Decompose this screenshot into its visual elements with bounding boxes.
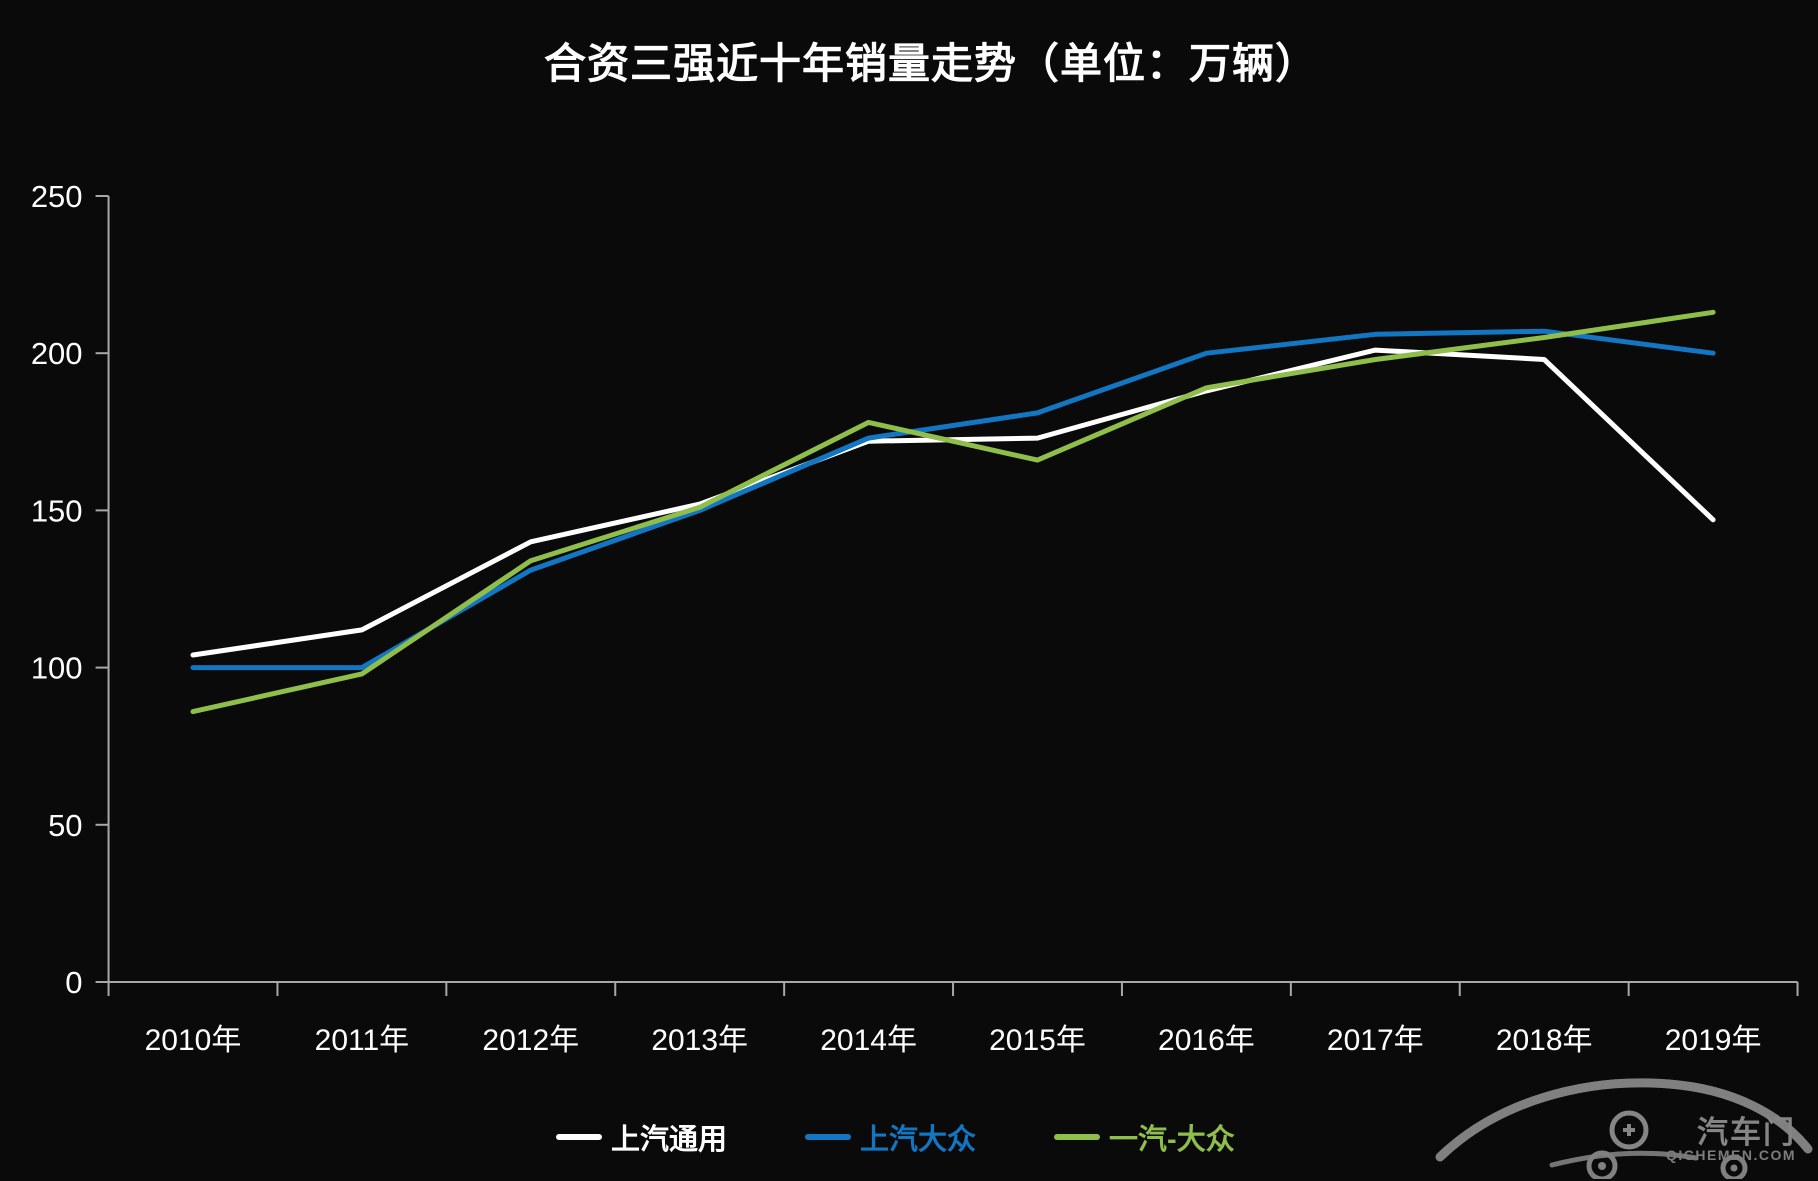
legend-item-0: 上汽通用 bbox=[556, 1116, 727, 1158]
legend-item-1: 上汽大众 bbox=[805, 1116, 976, 1158]
y-tick-label: 200 bbox=[31, 336, 83, 371]
legend-item-2: 一汽-大众 bbox=[1054, 1116, 1235, 1158]
x-tick-label: 2012年 bbox=[482, 1024, 579, 1057]
x-tick-label: 2011年 bbox=[315, 1024, 410, 1057]
series-line-1 bbox=[190, 328, 1716, 671]
legend-label: 一汽-大众 bbox=[1109, 1124, 1235, 1156]
watermark-domain-text: QICHEMEN.COM bbox=[1666, 1147, 1796, 1163]
x-tick-label: 2019年 bbox=[1665, 1024, 1762, 1057]
legend-swatch-icon bbox=[556, 1134, 602, 1140]
series-line-2 bbox=[190, 309, 1716, 715]
legend-label: 上汽通用 bbox=[611, 1124, 728, 1156]
y-tick-label: 100 bbox=[31, 651, 83, 686]
car-silhouette-icon bbox=[1435, 1078, 1813, 1181]
x-tick-label: 2014年 bbox=[820, 1024, 917, 1057]
y-tick-label: 50 bbox=[48, 808, 82, 843]
y-tick-label: 250 bbox=[31, 179, 83, 214]
legend-label: 上汽大众 bbox=[860, 1124, 977, 1156]
legend: 上汽通用 上汽大众 一汽-大众 bbox=[556, 1116, 1235, 1158]
x-tick-label: 2018年 bbox=[1496, 1024, 1593, 1057]
watermark-brand-text: 汽车门 bbox=[1697, 1115, 1796, 1150]
x-tick-label: 2017年 bbox=[1327, 1024, 1424, 1057]
x-tick-label: 2013年 bbox=[651, 1024, 748, 1057]
chart-title: 合资三强近十年销量走势（单位：万辆） bbox=[543, 40, 1319, 87]
legend-swatch-icon bbox=[1054, 1134, 1101, 1140]
y-tick-label: 150 bbox=[31, 493, 83, 528]
series-line-0 bbox=[190, 347, 1716, 658]
watermark-logo: 汽车门 QICHEMEN.COM bbox=[1434, 1055, 1814, 1181]
legend-swatch-icon bbox=[805, 1134, 852, 1140]
x-tick-label: 2016年 bbox=[1158, 1024, 1255, 1057]
y-tick-label: 0 bbox=[65, 965, 82, 1000]
x-tick-label: 2015年 bbox=[989, 1024, 1086, 1057]
x-tick-label: 2010年 bbox=[145, 1024, 242, 1057]
